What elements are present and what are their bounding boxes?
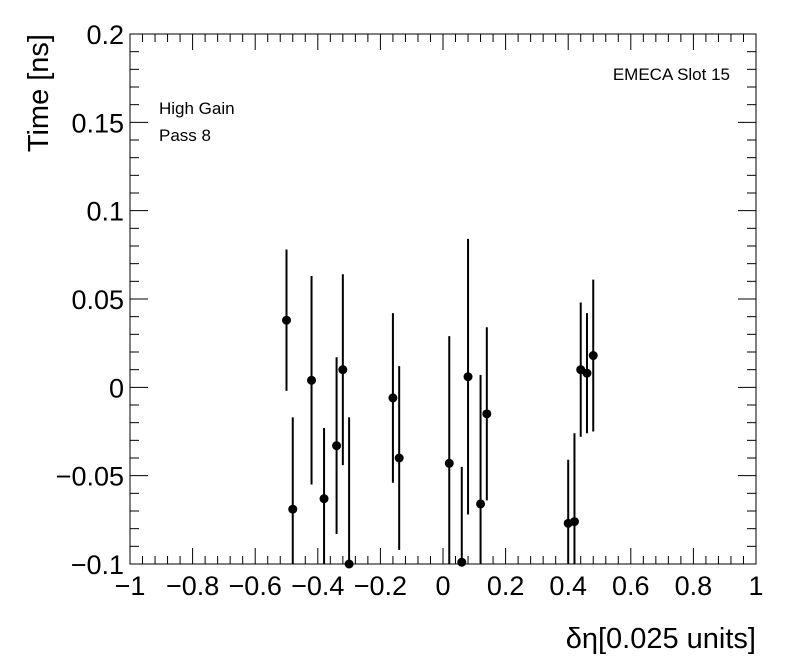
x-tick-labels: −1 −0.8 −0.6 −0.4 −0.2 0 0.2 0.4 0.6 0.8 1 [115,571,764,601]
data-point [388,393,398,403]
y-tick-label: −0.1 [71,550,124,580]
data-point [569,517,579,527]
y-tick-label: 0.15 [71,108,124,138]
pass-annotation: Pass 8 [159,126,211,145]
y-tick-label: −0.05 [56,462,124,492]
x-tick-label: −0.4 [291,571,344,601]
x-tick-label: −1 [115,571,146,601]
data-point [319,494,329,504]
data-point [482,409,492,419]
y-tick-label: 0 [109,373,124,403]
x-tick-label: 0.8 [675,571,713,601]
x-axis-title: δη[0.025 units] [566,623,756,655]
data-point [282,315,291,325]
data-point [338,365,348,375]
data-point [394,453,404,463]
y-tick-labels: −0.1 −0.05 0 0.05 0.1 0.15 0.2 [56,20,124,580]
data-point [307,375,317,385]
axis-ticks [129,33,757,565]
y-tick-label: 0.05 [71,285,124,315]
data-point [588,351,598,361]
data-point [476,499,486,509]
x-tick-label: 0.4 [549,571,587,601]
y-axis-title: Time [ns] [23,34,55,152]
data-point [444,458,454,468]
x-tick-label: −0.8 [166,571,219,601]
data-point [288,504,298,514]
y-tick-label: 0.1 [86,197,124,227]
gain-annotation: High Gain [159,99,235,118]
x-tick-label: −0.2 [354,571,407,601]
data-point [344,559,354,569]
data-point [457,557,467,567]
x-tick-label: 0.6 [612,571,650,601]
y-tick-label: 0.2 [86,20,124,50]
slot-annotation: EMECA Slot 15 [613,65,730,84]
x-tick-label: 1 [748,571,763,601]
data-point [332,441,342,451]
x-tick-label: 0.2 [487,571,525,601]
data-point [582,368,592,378]
data-points [282,238,598,569]
data-point [463,372,473,382]
x-tick-label: −0.6 [229,571,282,601]
x-tick-label: 0 [435,571,450,601]
